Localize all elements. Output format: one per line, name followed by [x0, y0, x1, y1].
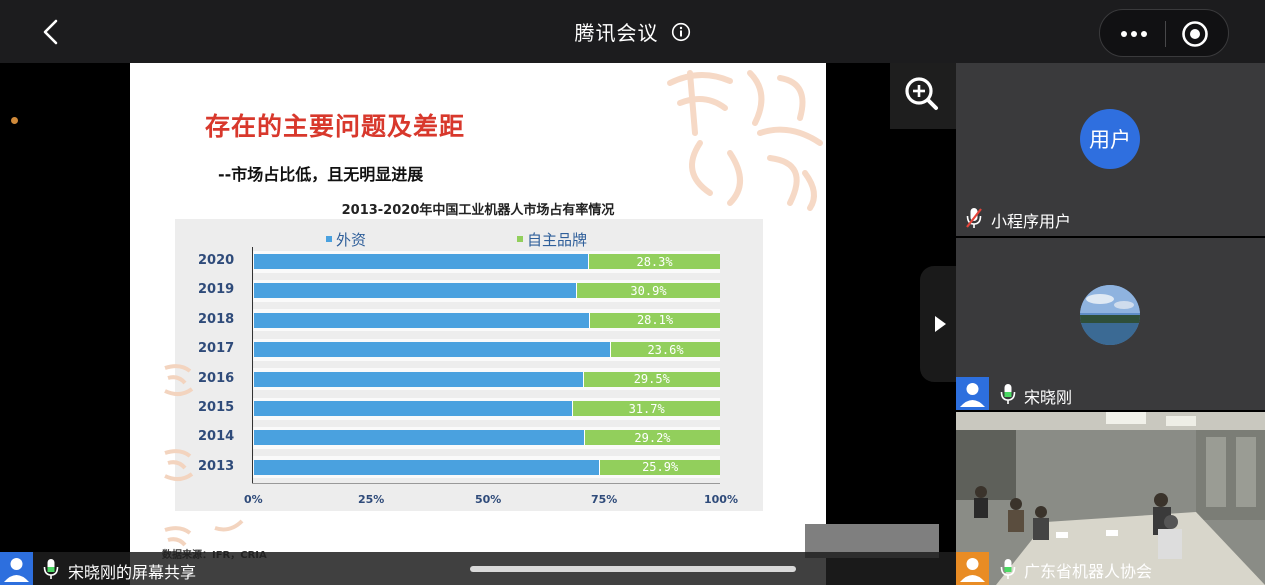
avatar: [0, 552, 33, 585]
bar-foreign: [254, 430, 584, 446]
status-dot: [11, 117, 18, 124]
legend-foreign: 外资: [326, 229, 366, 250]
y-tick-label: 2018: [198, 311, 235, 327]
chart-bar-row: 29.2%: [254, 430, 720, 446]
seal-decoration: [164, 449, 194, 481]
chart-bar-row: 28.3%: [254, 254, 720, 269]
microphone-icon: [1000, 384, 1016, 404]
top-bar: [0, 0, 1265, 63]
slide-subtitle: --市场占比低，且无明显进展: [218, 165, 424, 184]
bar-domestic: 29.2%: [583, 430, 720, 446]
seal-decoration: [214, 519, 244, 532]
participant-avatar-small: [956, 377, 989, 410]
y-tick-label: 2017: [198, 341, 235, 357]
user-icon: [960, 558, 985, 582]
y-tick-label: 2016: [198, 370, 235, 386]
participant-tile[interactable]: 宋晓刚: [956, 238, 1265, 410]
bar-domestic: 28.3%: [588, 254, 720, 269]
microphone-icon[interactable]: [43, 558, 59, 580]
bar-domestic: 25.9%: [599, 459, 720, 475]
participant-name: 广东省机器人协会: [1024, 562, 1153, 581]
chevron-left-icon: [43, 19, 58, 45]
slide-title: 存在的主要问题及差距: [205, 112, 466, 141]
back-button[interactable]: [36, 14, 70, 50]
more-dots-icon: [1121, 31, 1127, 37]
calligraphy-decoration: [667, 70, 823, 211]
avatar: [1080, 285, 1140, 345]
chart-bar-row: 23.6%: [254, 342, 720, 358]
x-tick-label: 25%: [358, 493, 385, 506]
microphone-muted-icon: [966, 208, 982, 228]
chart-bar-row: 31.7%: [254, 401, 720, 416]
y-tick-label: 2020: [198, 253, 235, 268]
x-tick-label: 0%: [244, 493, 263, 506]
legend-foreign-swatch: [326, 235, 332, 242]
scroll-indicator[interactable]: [470, 566, 796, 572]
bar-domestic: 28.1%: [589, 312, 720, 328]
x-axis-line: [252, 483, 720, 484]
bar-foreign: [254, 254, 589, 269]
video-feed: [956, 412, 1265, 585]
top-actions-pill: [1099, 9, 1229, 57]
user-icon: [960, 383, 985, 407]
bar-domestic: 30.9%: [576, 283, 720, 299]
zoom-in-icon: [905, 77, 938, 110]
bar-domestic: 31.7%: [572, 401, 720, 416]
target-close-icon: [1182, 21, 1208, 47]
info-icon[interactable]: [671, 22, 691, 42]
bar-foreign: [254, 371, 583, 387]
divider: [1165, 21, 1166, 47]
y-tick-label: 2015: [198, 400, 235, 415]
x-tick-label: 75%: [591, 493, 618, 506]
microphone-icon: [1000, 559, 1016, 579]
chart-bar-row: 28.1%: [254, 312, 720, 328]
avatar: 用户: [1080, 109, 1140, 169]
user-icon: [4, 558, 29, 582]
participant-tile[interactable]: 用户 小程序用户: [956, 63, 1265, 236]
bar-foreign: [254, 312, 590, 328]
legend-domestic-swatch: [517, 235, 523, 242]
collapse-panel-button[interactable]: [920, 266, 956, 382]
y-tick-label: 2014: [198, 429, 235, 445]
participant-name: 小程序用户: [991, 212, 1072, 231]
participant-tile[interactable]: 广东省机器人协会: [956, 412, 1265, 585]
y-tick-label: 2013: [198, 458, 235, 474]
bar-foreign: [254, 342, 611, 358]
y-tick-label: 2019: [198, 282, 235, 298]
chart-title: 2013-2020年中国工业机器人市场占有率情况: [341, 203, 615, 218]
bar-domestic: 29.5%: [582, 371, 720, 387]
participant-avatar-small: [956, 552, 989, 585]
bar-domestic: 23.6%: [610, 342, 720, 358]
play-right-icon: [935, 316, 946, 332]
exit-button[interactable]: [1180, 19, 1210, 49]
bar-foreign: [254, 401, 573, 416]
seal-decoration: [164, 526, 192, 547]
zoom-in-button[interactable]: [890, 63, 956, 129]
share-label: 宋晓刚的屏幕共享: [68, 563, 197, 582]
participant-name: 宋晓刚: [1024, 388, 1073, 407]
more-button[interactable]: [1114, 19, 1154, 49]
seal-decoration: [164, 364, 194, 396]
bar-foreign: [254, 283, 576, 299]
legend-domestic: 自主品牌: [517, 229, 587, 250]
y-axis-line: [252, 247, 253, 484]
chart-bar-row: 25.9%: [254, 459, 720, 475]
x-tick-label: 50%: [475, 493, 502, 506]
shared-slide: 存在的主要问题及差距 --市场占比低，且无明显进展 2013-2020年中国工业…: [130, 63, 826, 585]
x-tick-label: 100%: [704, 493, 738, 506]
bar-foreign: [254, 459, 600, 475]
chart-bar-row: 29.5%: [254, 371, 720, 387]
chart-bar-row: 30.9%: [254, 283, 720, 299]
